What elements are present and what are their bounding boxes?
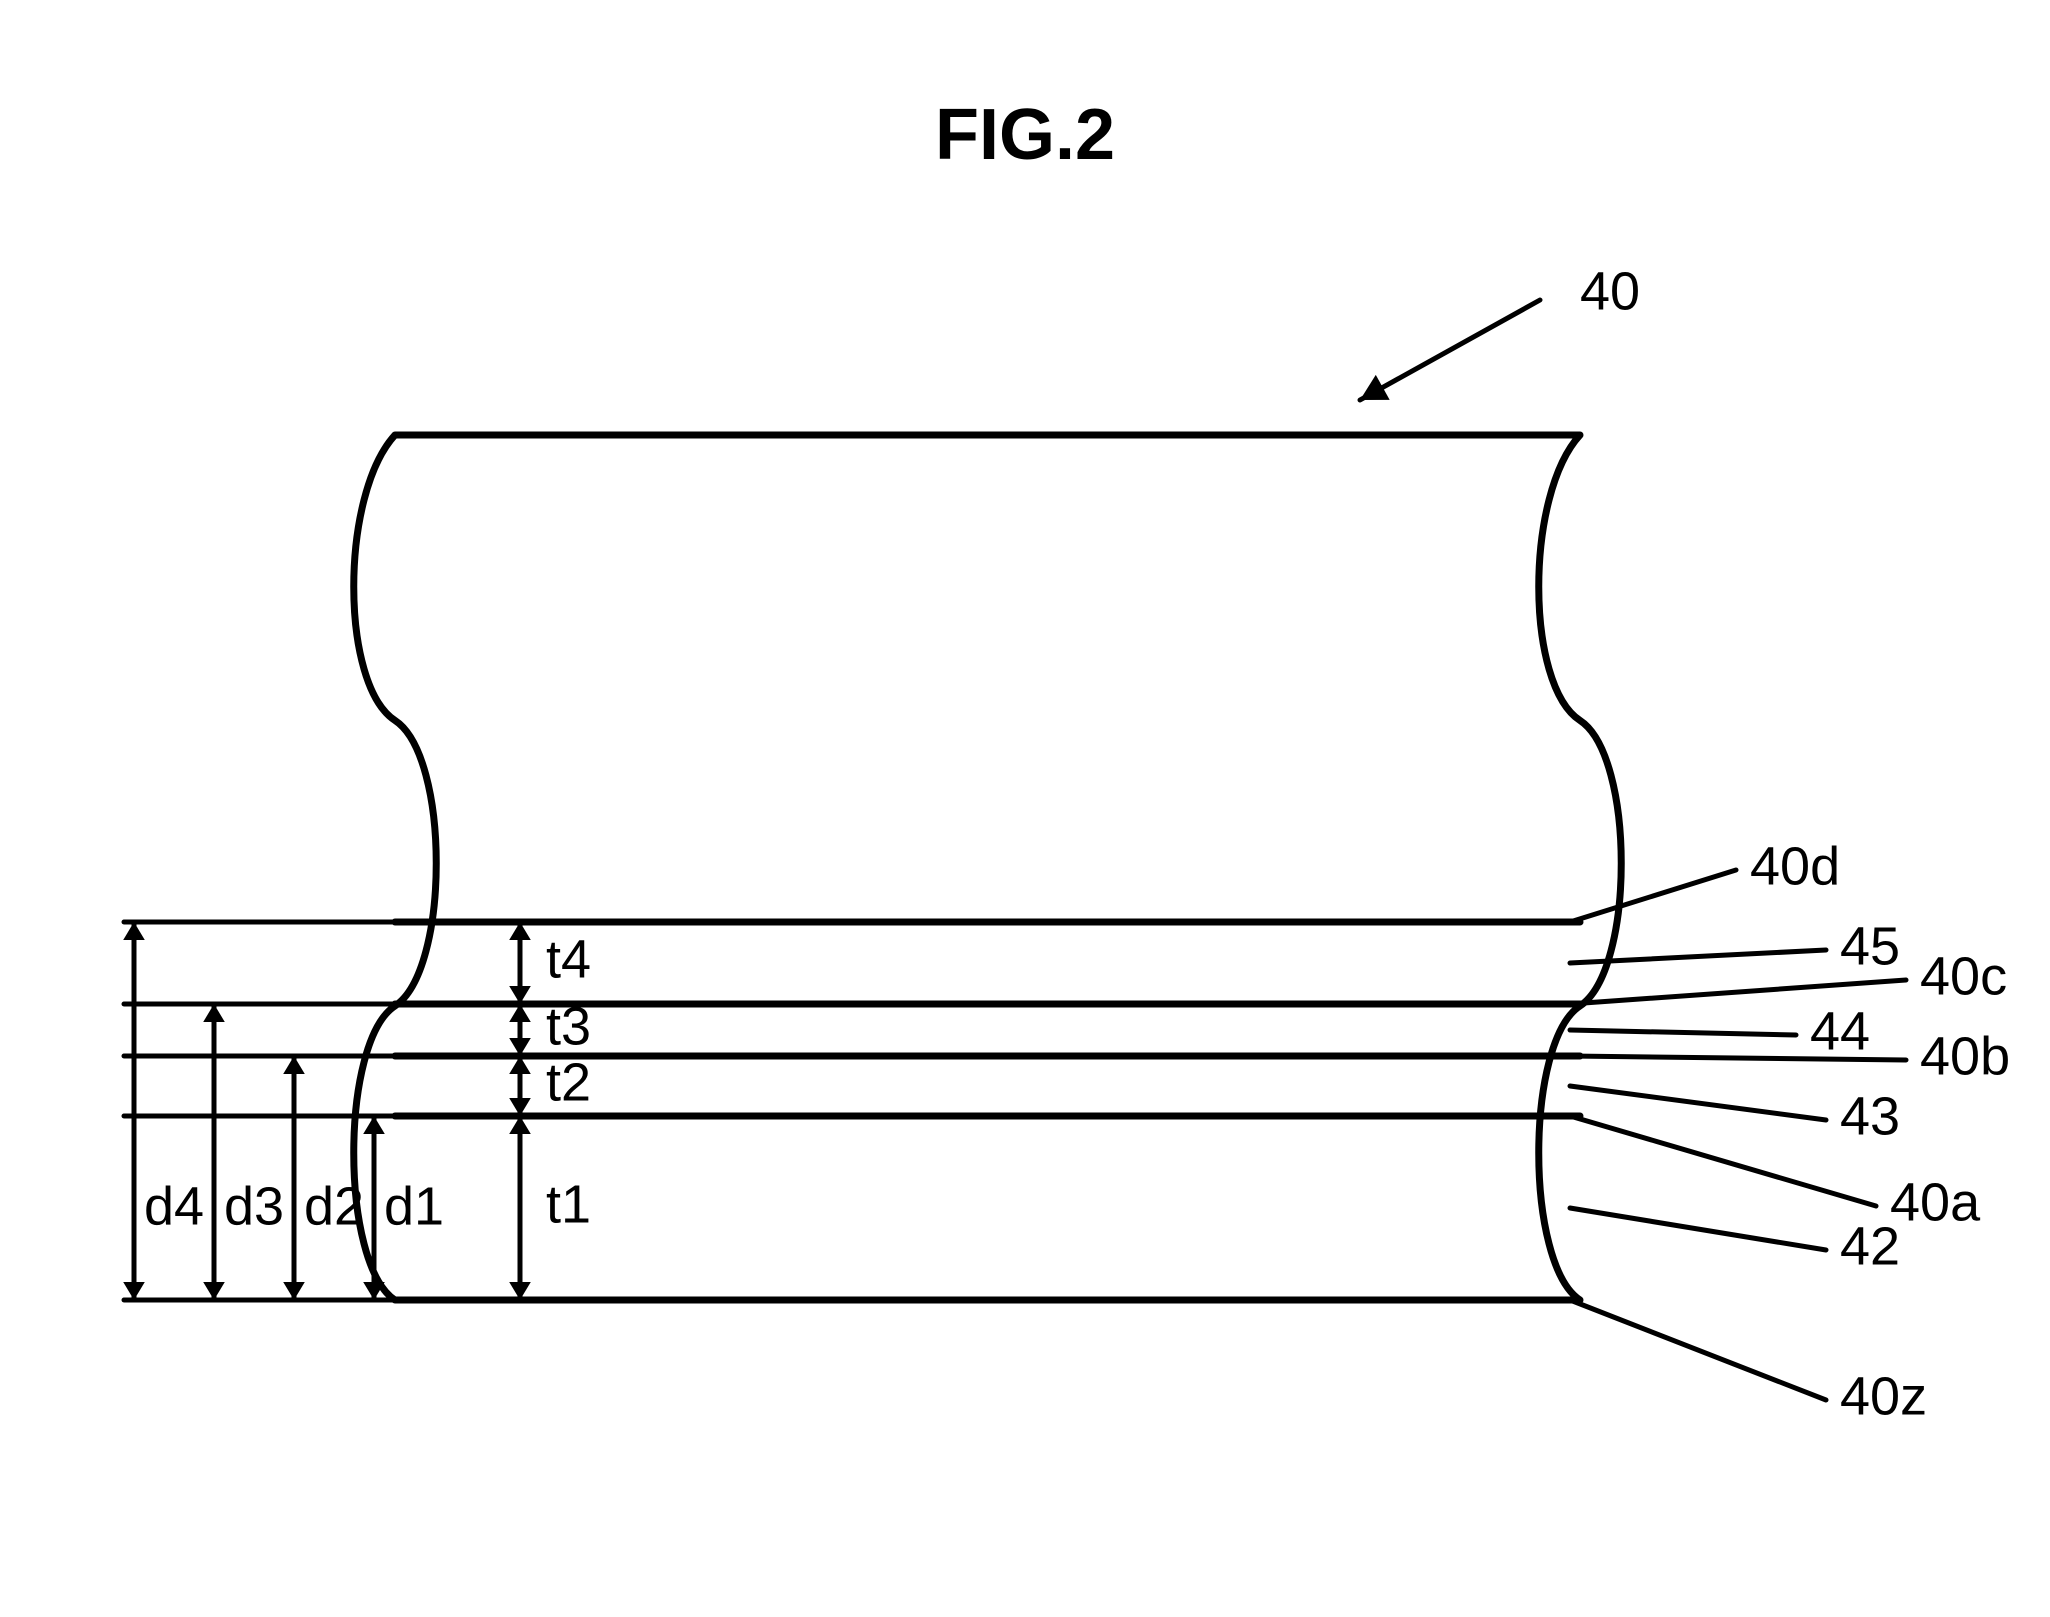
ref-40b-label: 40b [1920,1026,2010,1086]
depth-d4-label: d4 [144,1176,204,1236]
depth-d2-label: d2 [304,1176,364,1236]
ref-40a-label: 40a [1890,1172,1981,1232]
ref-40-label: 40 [1580,261,1640,321]
depth-d3-label: d3 [224,1176,284,1236]
figure-title: FIG.2 [935,95,1115,175]
right-break-edge [1539,435,1622,1300]
depth-d1-label: d1 [384,1176,444,1236]
t4-label: t4 [546,929,591,989]
ref-44-label: 44 [1810,1001,1870,1061]
ref-40c-label: 40c [1920,946,2007,1006]
ref-40z-label: 40z [1840,1366,1927,1426]
t3-label: t3 [546,996,591,1056]
ref-40d-label: 40d [1750,836,1840,896]
left-break-edge [354,435,437,1300]
ref-42-label: 42 [1840,1216,1900,1276]
t2-label: t2 [546,1052,591,1112]
ref-45-label: 45 [1840,916,1900,976]
t1-label: t1 [546,1174,591,1234]
ref-43-label: 43 [1840,1086,1900,1146]
